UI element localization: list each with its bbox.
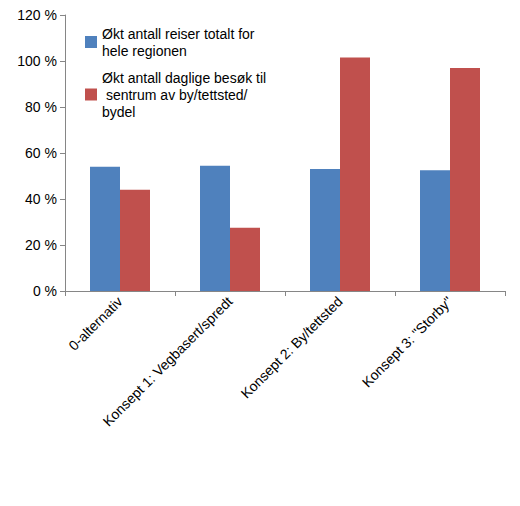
svg-text:0-alternativ: 0-alternativ — [65, 293, 125, 353]
svg-text:bydel: bydel — [102, 104, 135, 120]
svg-text:Økt antall reiser totalt for: Økt antall reiser totalt for — [102, 26, 258, 42]
svg-text:Konsept 3: "Storby": Konsept 3: "Storby" — [359, 293, 456, 390]
svg-text:100 %: 100 % — [17, 53, 57, 69]
svg-text:0 %: 0 % — [33, 283, 57, 299]
svg-text:Konsept 1: Vegbasert/spredt: Konsept 1: Vegbasert/spredt — [100, 293, 236, 429]
svg-text:120 %: 120 % — [17, 7, 57, 23]
svg-text:sentrum av by/tettsted/: sentrum av by/tettsted/ — [102, 87, 248, 103]
svg-text:hele regionen: hele regionen — [102, 43, 187, 59]
svg-text:40 %: 40 % — [25, 191, 57, 207]
svg-text:60 %: 60 % — [25, 145, 57, 161]
svg-text:80 %: 80 % — [25, 99, 57, 115]
svg-text:Konsept 2: By/tettsted: Konsept 2: By/tettsted — [238, 293, 346, 401]
svg-text:20 %: 20 % — [25, 237, 57, 253]
svg-text:Økt antall daglige besøk til: Økt antall daglige besøk til — [102, 70, 266, 86]
